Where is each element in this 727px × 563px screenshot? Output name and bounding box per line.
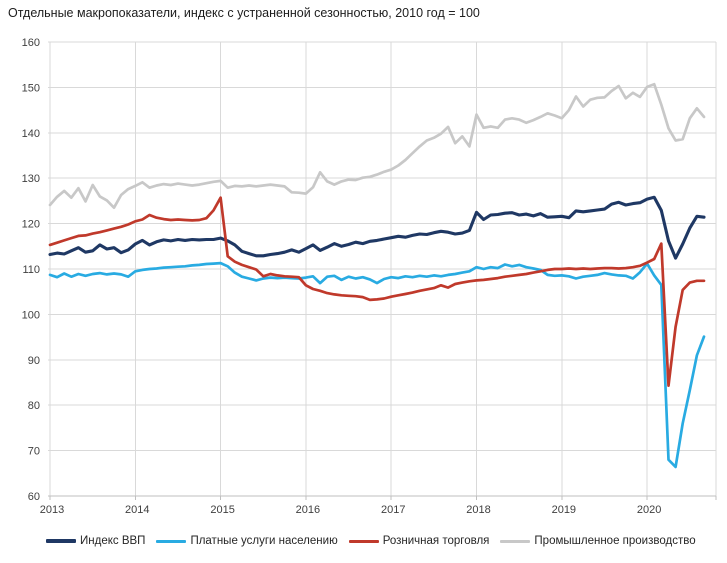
series-line-retail [48, 196, 706, 388]
x-axis-label: 2019 [552, 504, 576, 516]
legend-label-services: Платные услуги населению [190, 535, 338, 547]
chart-title: Отдельные макропоказатели, индекс с устр… [8, 6, 480, 20]
legend-swatch-services [156, 539, 187, 543]
legend-label-industry: Промышленное производство [534, 535, 696, 547]
x-axis-label: 2014 [125, 504, 149, 516]
y-axis-label: 140 [22, 128, 40, 140]
legend-item-industry: Промышленное производство [500, 535, 696, 547]
y-axis-label: 90 [28, 355, 40, 367]
y-axis-label: 100 [22, 309, 40, 321]
legend-label-retail: Розничная торговля [382, 535, 490, 547]
series-line-gdp [48, 195, 706, 260]
legend-label-gdp: Индекс ВВП [80, 535, 146, 547]
x-axis-label: 2020 [637, 504, 661, 516]
x-axis-label: 2016 [296, 504, 320, 516]
x-axis-label: 2017 [381, 504, 405, 516]
chart-legend: Индекс ВВП Платные услуги населению Рознич… [46, 535, 696, 547]
x-axis-label: 2015 [210, 504, 234, 516]
y-axis-label: 160 [22, 37, 40, 49]
y-axis-label: 110 [22, 264, 40, 276]
x-axis-label: 2018 [466, 504, 490, 516]
y-axis-label: 70 [28, 446, 40, 458]
legend-swatch-gdp [46, 539, 76, 543]
legend-swatch-retail [348, 539, 379, 543]
y-axis-label: 80 [28, 400, 40, 412]
y-axis-label: 60 [28, 491, 40, 503]
series-line-services [48, 261, 706, 469]
y-axis-label: 130 [22, 173, 40, 185]
y-axis-label: 150 [22, 82, 40, 94]
legend-item-gdp: Индекс ВВП [46, 535, 145, 547]
y-axis-label: 120 [22, 219, 40, 231]
legend-item-services: Платные услуги населению [156, 535, 338, 547]
series-line-industry [48, 82, 706, 210]
x-axis-label: 2013 [40, 504, 64, 516]
legend-swatch-industry [500, 539, 531, 543]
legend-item-retail: Розничная торговля [348, 535, 490, 547]
